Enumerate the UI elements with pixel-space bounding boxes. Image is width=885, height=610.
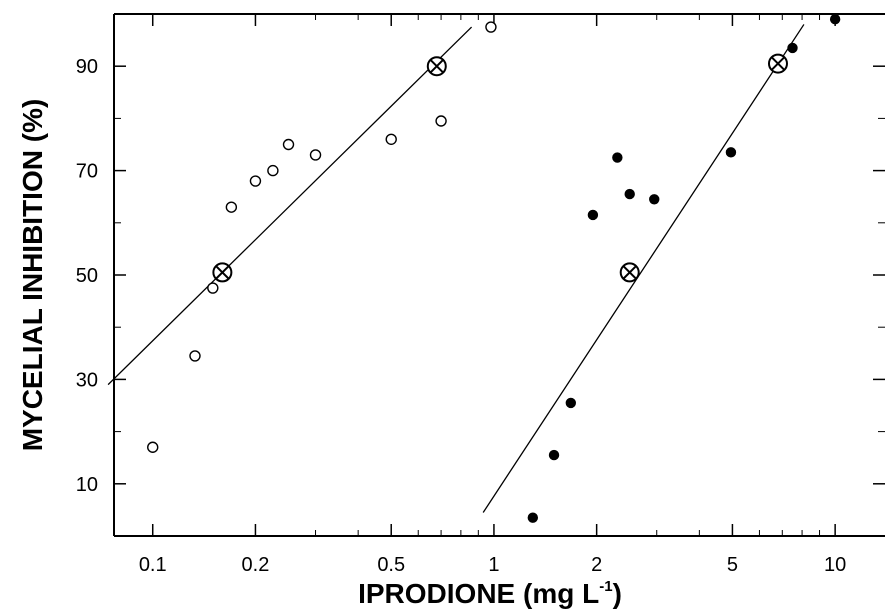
filled-data-point	[587, 209, 599, 221]
x-tick-label: 10	[824, 554, 846, 576]
x-axis-label: IPRODIONE (mg L-1)	[358, 578, 622, 609]
circled-x-marker	[426, 56, 447, 77]
y-tick-label: 70	[76, 161, 98, 183]
x-tick-label: 0.2	[242, 554, 270, 576]
y-tick-label: 90	[76, 56, 98, 78]
open-data-point	[282, 138, 295, 151]
x-tick-label: 0.1	[139, 554, 167, 576]
open-data-point	[249, 175, 262, 187]
x-tick-label: 1	[488, 554, 499, 576]
marker-cross	[770, 56, 786, 71]
open-data-point	[267, 164, 279, 177]
open-data-point	[309, 149, 322, 161]
x-tick-label: 5	[727, 554, 738, 576]
filled-data-point	[612, 152, 623, 163]
fit-line	[482, 24, 805, 513]
data-points	[147, 14, 841, 523]
x-tick-label: 0.5	[377, 554, 405, 576]
open-data-point	[207, 282, 219, 294]
marker-cross	[429, 59, 444, 74]
marker-cross	[622, 265, 637, 280]
filled-data-point	[624, 188, 635, 200]
y-tick-label: 30	[76, 369, 98, 391]
filled-data-point	[527, 512, 539, 523]
fit-line	[107, 26, 473, 386]
circled-x-marker	[212, 262, 233, 283]
circled-x-marker	[767, 53, 788, 74]
filled-data-point	[548, 449, 560, 461]
x-tick-label: 2	[591, 554, 602, 576]
circled-x-marker	[619, 262, 640, 283]
marker-cross	[215, 265, 230, 280]
ec-markers	[212, 53, 788, 283]
filled-data-point	[565, 397, 577, 409]
open-data-point	[225, 201, 238, 213]
open-data-point	[147, 441, 159, 453]
filled-data-point	[725, 147, 737, 158]
y-tick-label: 10	[76, 474, 98, 496]
open-data-point	[485, 21, 497, 33]
y-axis-label: MYCELIAL INHIBITION (%)	[17, 99, 48, 452]
ticks: 0.1 0.2 0.5 1 2 5 10 10 30 50 70 90	[76, 14, 885, 576]
open-data-point	[385, 133, 397, 145]
open-data-point	[189, 350, 201, 362]
filled-data-point	[649, 194, 660, 205]
filled-data-point	[787, 42, 798, 54]
y-tick-label: 50	[76, 265, 98, 287]
open-data-point	[435, 115, 447, 127]
filled-data-point	[829, 14, 841, 25]
fit-lines	[107, 24, 805, 513]
